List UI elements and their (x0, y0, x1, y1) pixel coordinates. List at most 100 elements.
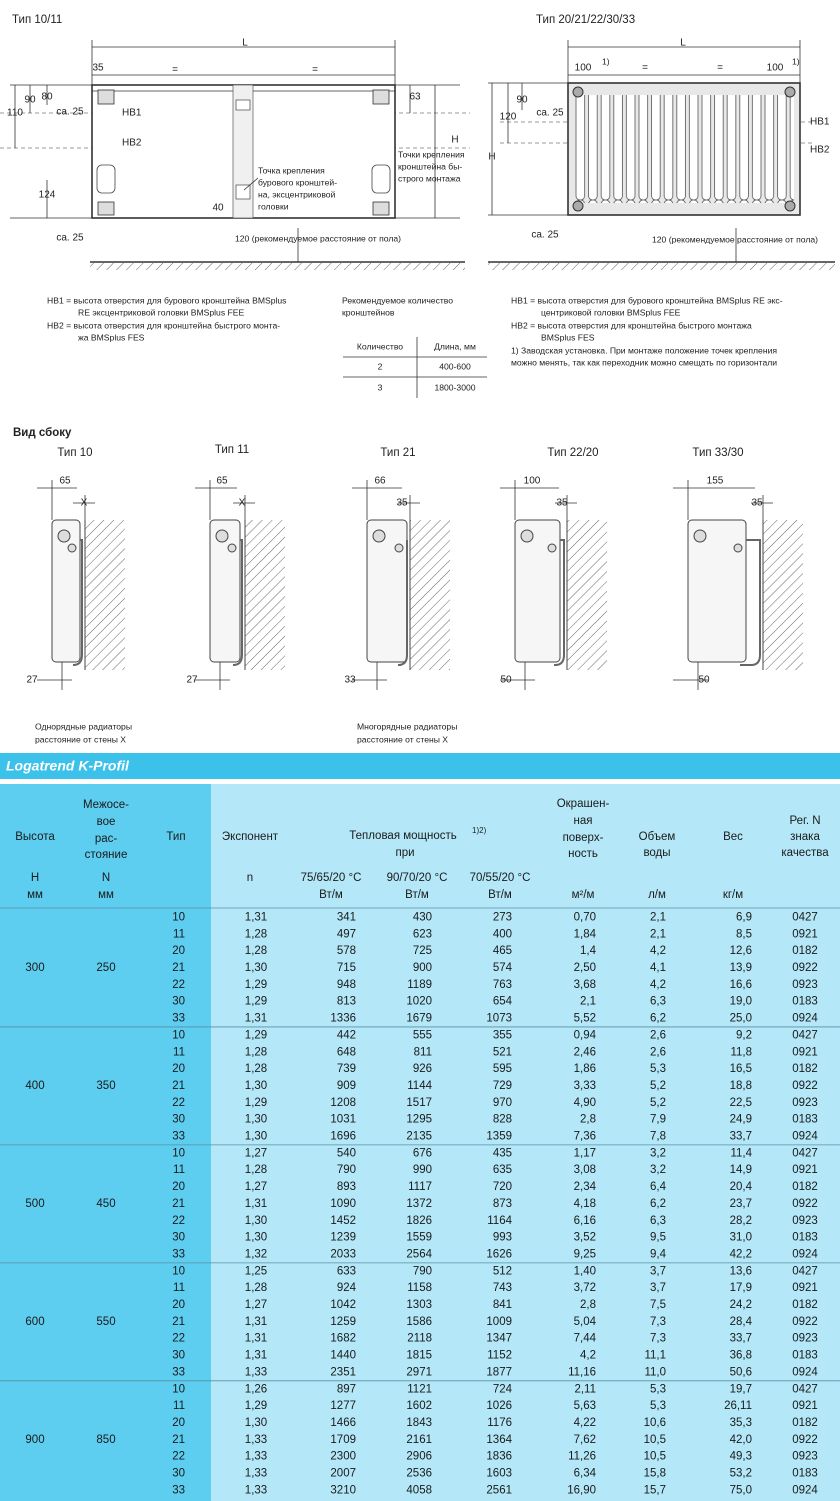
table-cell: 1295 (406, 1114, 432, 1126)
header: Межосе- (83, 799, 129, 811)
table-cell: 0921 (792, 1400, 818, 1412)
radiator-side (366, 519, 408, 663)
table-cell: 1603 (486, 1468, 512, 1480)
table-cell: 1679 (406, 1013, 432, 1025)
front-drawing-right: Тип 20/21/22/30/33 L 100 1) = = 100 1) 9… (488, 14, 835, 270)
table-cell: 7,36 (574, 1131, 596, 1143)
table-cell: 10 (172, 1383, 185, 1395)
unit: м²/м (572, 889, 595, 901)
table-cell: 0182 (792, 1417, 818, 1429)
table-cell: 1,27 (245, 1299, 267, 1311)
valve (394, 543, 404, 553)
callout: кронштейна бы- (398, 161, 462, 171)
table-cell: 0183 (792, 1468, 818, 1480)
table-cell: 9,2 (736, 1029, 752, 1041)
table-cell: 0923 (792, 1451, 818, 1463)
table-cell: 1709 (330, 1434, 356, 1446)
wall (763, 520, 803, 670)
header: качества (781, 847, 829, 859)
table-cell: 0923 (792, 1333, 818, 1345)
group-axis: 350 (96, 1080, 115, 1092)
table-cell: 1020 (406, 996, 432, 1008)
table-cell: 0182 (792, 1181, 818, 1193)
table-cell: 10 (172, 1029, 185, 1041)
banner-title: Logatrend K-Profil (6, 758, 130, 774)
table-cell: 1277 (330, 1400, 356, 1412)
table-cell: 1843 (406, 1417, 432, 1429)
dimension-label: 40 (212, 203, 224, 214)
table-cell: 2161 (406, 1434, 432, 1446)
table-cell: 1877 (486, 1366, 512, 1378)
table-cell: 2,11 (574, 1383, 596, 1395)
caption: Многорядные радиаторы (357, 721, 457, 731)
callout: строго монтажа (398, 173, 461, 183)
table-cell: 19,7 (730, 1383, 752, 1395)
table-cell: 893 (337, 1181, 356, 1193)
table-cell: 11,4 (730, 1147, 752, 1159)
table-cell: 0924 (792, 1013, 818, 1025)
table-cell: 2,6 (650, 1046, 666, 1058)
table-cell: 273 (493, 911, 512, 923)
table-cell: 1,32 (245, 1248, 267, 1260)
dimension-label: HB1 (810, 117, 830, 128)
table-cell: 0427 (792, 1029, 818, 1041)
table-cell: 1826 (406, 1215, 432, 1227)
table-cell: 400 (493, 928, 512, 940)
table-cell: 22 (172, 1451, 185, 1463)
dimension-label: 35 (396, 498, 408, 509)
wall (567, 520, 607, 670)
note: 1) Заводская установка. При монтаже поло… (511, 345, 777, 355)
table-cell: 1836 (486, 1451, 512, 1463)
table-cell: 22 (172, 1215, 185, 1227)
table-cell: 811 (414, 1046, 432, 1058)
table-cell: 21 (172, 1316, 185, 1328)
dimension-label: L (680, 38, 686, 49)
dimension-label: = (642, 63, 648, 74)
bracket (554, 539, 565, 666)
table-cell: 1,31 (245, 1013, 267, 1025)
table-cell: 790 (413, 1265, 432, 1277)
table-cell: 30 (172, 1114, 185, 1126)
table-cell: 8,5 (736, 928, 752, 940)
table-cell: 3,7 (650, 1282, 666, 1294)
table-cell: 0924 (792, 1366, 818, 1378)
dimension-label: 50 (698, 675, 710, 686)
group-axis: 550 (96, 1316, 115, 1328)
table-cell: 540 (337, 1147, 356, 1159)
table-cell: 11 (173, 1164, 185, 1176)
table-cell: 1,29 (245, 996, 267, 1008)
table-cell: 1,26 (245, 1383, 267, 1395)
table-cell: 33 (172, 1013, 185, 1025)
table-cell: 1,31 (245, 1350, 267, 1362)
table-cell: 9,5 (650, 1232, 666, 1244)
table-cell: 1682 (330, 1333, 356, 1345)
table-cell: 497 (337, 928, 356, 940)
valve (57, 529, 71, 543)
unit: кг/м (723, 889, 743, 901)
table-cell: 10 (172, 1147, 185, 1159)
header: Экспонент (222, 831, 279, 843)
table-cell: 30 (172, 1232, 185, 1244)
table-cell: 11 (173, 1282, 185, 1294)
table-cell: 7,3 (650, 1316, 666, 1328)
table-cell: 50,6 (730, 1366, 752, 1378)
header: при (395, 847, 414, 859)
table-cell: 21 (172, 1198, 185, 1210)
header: ная (574, 815, 593, 827)
table-cell: 33,7 (730, 1131, 752, 1143)
header: рас- (95, 833, 118, 845)
radiator-side (514, 519, 561, 663)
unit: H (31, 872, 39, 884)
table-cell: 20,4 (730, 1181, 753, 1193)
table-cell: 33 (172, 1366, 185, 1378)
table-cell: 20 (172, 1417, 185, 1429)
table-cell: 16,90 (567, 1484, 596, 1496)
dimension-label: 35 (92, 63, 104, 74)
note: HB2 = высота отверстия для кронштейна бы… (47, 320, 280, 330)
table-cell: 7,3 (650, 1333, 666, 1345)
dimension-label: H (451, 135, 458, 146)
header: 1)2) (472, 826, 487, 835)
table-cell: 0427 (792, 911, 818, 923)
table-cell: 1,28 (245, 1164, 267, 1176)
table-cell: 1,33 (245, 1468, 267, 1480)
